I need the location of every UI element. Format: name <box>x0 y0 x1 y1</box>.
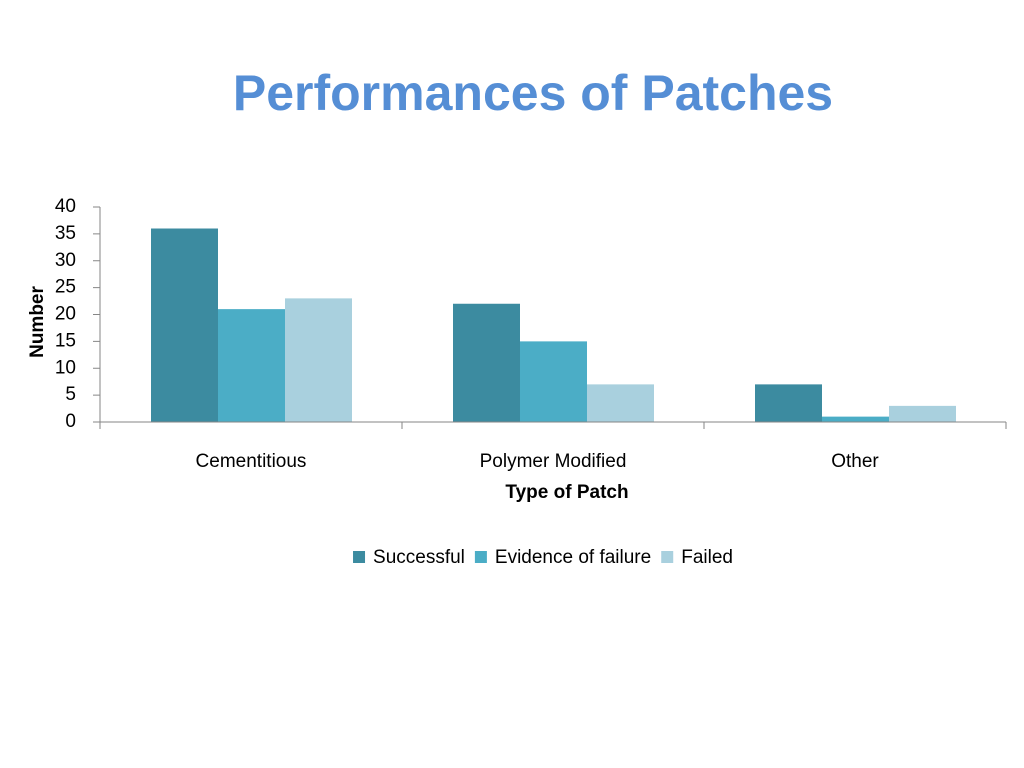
bar <box>587 384 654 422</box>
y-tick-label: 5 <box>65 384 76 405</box>
x-tick-label: Other <box>831 451 879 472</box>
x-axis-title: Type of Patch <box>505 482 628 503</box>
y-tick-label: 30 <box>55 250 76 271</box>
legend-label: Successful <box>373 547 465 568</box>
y-tick-label: 25 <box>55 277 76 298</box>
y-tick-label: 40 <box>55 196 76 217</box>
bar <box>755 384 822 422</box>
y-tick-label: 15 <box>55 330 76 351</box>
y-axis-title: Number <box>27 286 48 358</box>
bar <box>520 341 587 422</box>
legend-label: Evidence of failure <box>495 547 651 568</box>
bar <box>151 228 218 422</box>
y-tick-label: 10 <box>55 357 76 378</box>
bar <box>822 416 889 422</box>
y-tick-label: 35 <box>55 223 76 244</box>
x-tick-label: Polymer Modified <box>480 451 627 472</box>
legend-label: Failed <box>681 547 733 568</box>
bar <box>285 298 352 422</box>
legend-swatch <box>353 551 366 563</box>
bar <box>453 303 520 422</box>
bar <box>218 309 285 422</box>
legend-swatch <box>661 551 674 563</box>
y-tick-label: 20 <box>55 304 76 325</box>
legend-swatch <box>474 551 487 563</box>
bar <box>889 405 956 422</box>
y-tick-label: 0 <box>65 411 76 432</box>
x-tick-label: Cementitious <box>196 451 307 472</box>
chart-title: Performances of Patches <box>233 65 833 121</box>
